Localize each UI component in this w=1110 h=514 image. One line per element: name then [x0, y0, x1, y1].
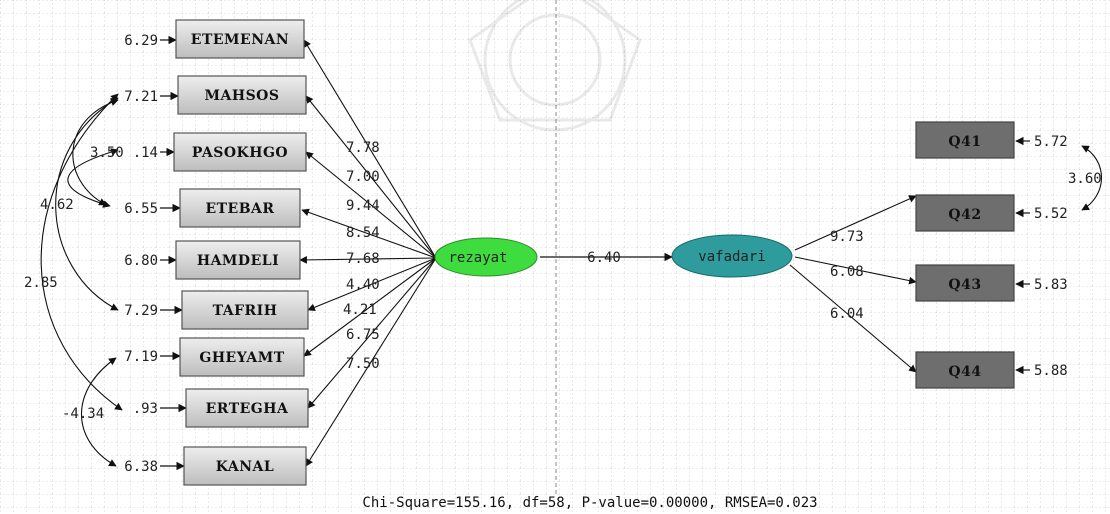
error-value: 7.29 — [124, 303, 158, 319]
left-error-arrows — [160, 35, 187, 471]
structural-path-value: 6.40 — [587, 250, 621, 266]
indicator-box-tafrih — [181, 290, 309, 330]
loading-value: 6.04 — [830, 306, 864, 322]
latent-vafadari-ellipse — [671, 234, 793, 278]
indicator-box-hamdeli — [175, 240, 301, 280]
indicator-label: Q43 — [948, 277, 981, 293]
loading-value: 7.50 — [346, 356, 380, 372]
error-value: 6.80 — [124, 253, 158, 269]
indicator-label: TAFRIH — [213, 303, 278, 319]
error-value: 6.29 — [124, 33, 158, 49]
error-value: 5.88 — [1034, 363, 1068, 379]
indicator-box-ertegha — [185, 388, 309, 428]
indicator-label: HAMDELI — [197, 253, 279, 269]
loading-value: 6.75 — [346, 327, 380, 343]
indicator-label: ETEBAR — [205, 201, 274, 217]
fit-statistics: Chi-Square=155.16, df=58, P-value=0.0000… — [362, 495, 817, 511]
left-indicator-labels: ETEMENAN MAHSOS PASOKHGO ETEBAR HAMDELI … — [191, 32, 289, 475]
covariance-value: 4.62 — [40, 197, 74, 213]
loading-value: 9.73 — [830, 229, 864, 245]
left-loading-values: 7.78 7.00 9.44 8.54 7.68 4.40 4.21 6.75 … — [343, 140, 380, 372]
error-value: 7.19 — [124, 349, 158, 365]
loading-value: 6.08 — [830, 264, 864, 280]
indicator-box-etemenan — [175, 19, 305, 59]
left-loading-arrows — [299, 39, 437, 467]
watermark — [468, 0, 642, 132]
indicator-label: Q41 — [948, 134, 981, 150]
left-covariance-curves — [40, 93, 123, 467]
latent-rezayat-ellipse — [434, 237, 538, 277]
covariance-value: 2.85 — [24, 275, 58, 291]
right-indicator-boxes — [915, 121, 1015, 389]
right-loading-arrows — [789, 195, 917, 373]
error-value: 5.83 — [1034, 277, 1068, 293]
covariance-value: 3.60 — [1068, 171, 1102, 187]
covariance-value: -4.34 — [62, 406, 104, 422]
indicator-box-q43 — [915, 264, 1015, 302]
error-value: 6.38 — [124, 459, 158, 475]
loading-value: 9.44 — [346, 198, 380, 214]
indicator-box-mahsos — [177, 75, 307, 115]
loading-value: 4.40 — [346, 277, 380, 293]
error-value: 5.72 — [1034, 134, 1068, 150]
indicator-box-etebar — [179, 188, 301, 228]
loading-value: 4.21 — [343, 302, 377, 318]
indicator-box-q44 — [915, 351, 1015, 389]
left-error-values: 6.29 7.21 .14 6.55 6.80 7.29 7.19 .93 6.… — [124, 33, 158, 475]
indicator-box-gheyamt — [179, 337, 305, 377]
loading-value: 7.68 — [346, 251, 380, 267]
error-value: 7.21 — [124, 89, 158, 105]
left-indicator-boxes — [173, 19, 309, 486]
right-error-values: 5.72 5.52 5.83 5.88 — [1034, 134, 1068, 379]
indicator-box-q41 — [915, 121, 1015, 159]
indicator-label: MAHSOS — [204, 88, 279, 104]
right-covariance-curve — [1081, 145, 1103, 211]
indicator-box-q42 — [915, 194, 1015, 232]
error-value: .14 — [133, 145, 158, 161]
indicator-box-kanal — [183, 446, 307, 486]
indicator-box-pasokhgo — [173, 132, 307, 172]
right-indicator-labels: Q41 Q42 Q43 Q44 — [948, 134, 981, 380]
error-value: 5.52 — [1034, 206, 1068, 222]
right-error-arrows — [1015, 136, 1030, 375]
indicator-label: Q44 — [948, 364, 981, 380]
indicator-label: PASOKHGO — [192, 145, 288, 161]
indicator-label: Q42 — [948, 207, 981, 223]
loading-value: 7.00 — [346, 169, 380, 185]
latent-label-vafadari: vafadari — [698, 249, 765, 265]
indicator-label: ERTEGHA — [206, 401, 289, 417]
indicator-label: GHEYAMT — [199, 350, 284, 366]
error-value: .93 — [133, 401, 158, 417]
indicator-label: ETEMENAN — [191, 32, 289, 48]
loading-value: 8.54 — [346, 225, 380, 241]
indicator-label: KANAL — [216, 459, 274, 475]
latent-label-rezayat: rezayat — [448, 250, 507, 266]
error-value: 6.55 — [124, 201, 158, 217]
loading-value: 7.78 — [346, 140, 380, 156]
covariance-value: 3.50 — [90, 145, 124, 161]
